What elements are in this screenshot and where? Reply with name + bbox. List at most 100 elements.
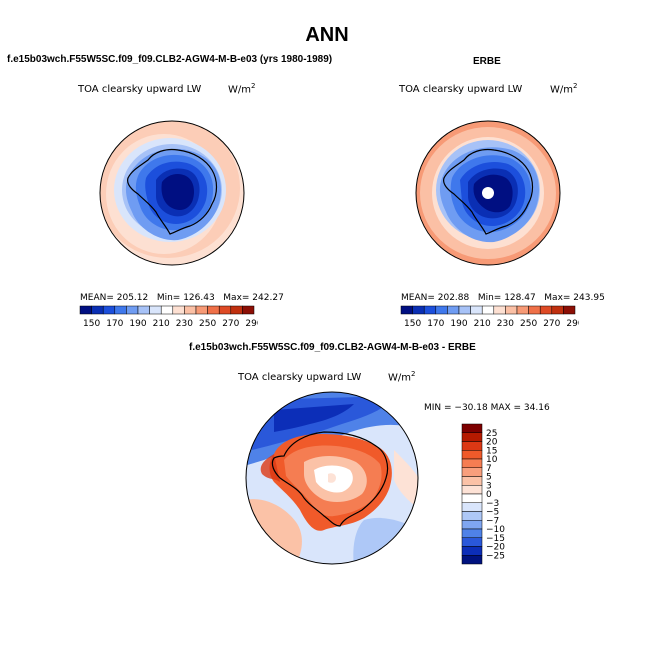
colorbar-swatch xyxy=(493,305,506,315)
colorbar-tick-label: 170 xyxy=(106,319,123,329)
obs-polar-map xyxy=(415,120,561,266)
obs-colorbar: 150 170 190 210 230 250 270 290 xyxy=(400,305,579,329)
colorbar-tick-label: −7 xyxy=(486,516,499,526)
colorbar-swatch xyxy=(505,305,518,315)
colorbar-swatch xyxy=(461,441,483,451)
colorbar-swatch xyxy=(447,305,460,315)
colorbar-tick-label: −5 xyxy=(486,508,499,518)
obs-field-label: TOA clearsky upward LW xyxy=(399,84,523,95)
colorbar-swatch xyxy=(461,511,483,521)
colorbar-swatch xyxy=(481,305,495,315)
colorbar-swatch xyxy=(563,305,576,315)
colorbar-tick-label: 150 xyxy=(83,319,100,329)
obs-mean: MEAN= 202.88 xyxy=(401,293,470,303)
obs-max: Max= 243.95 xyxy=(544,293,605,303)
colorbar-tick-label: 290 xyxy=(245,319,258,329)
obs-case-title: ERBE xyxy=(473,56,501,67)
colorbar-swatch xyxy=(242,305,255,315)
colorbar-swatch xyxy=(461,432,483,442)
colorbar-swatch xyxy=(114,305,127,315)
colorbar-swatch xyxy=(461,458,483,468)
colorbar-tick-label: 170 xyxy=(427,319,444,329)
colorbar-swatch xyxy=(91,305,104,315)
colorbar-swatch xyxy=(461,423,483,433)
colorbar-tick-label: 5 xyxy=(486,473,492,483)
colorbar-tick-label: 190 xyxy=(129,319,146,329)
colorbar-swatch xyxy=(423,305,437,315)
model-colorbar: 150 170 190 210 230 250 270 290 xyxy=(79,305,258,329)
colorbar-tick-label: −25 xyxy=(486,551,505,561)
colorbar-tick-label: 150 xyxy=(404,319,421,329)
colorbar-tick-label: 3 xyxy=(486,481,492,491)
model-max: Max= 242.27 xyxy=(223,293,284,303)
colorbar-swatch xyxy=(137,305,150,315)
colorbar-swatch xyxy=(79,305,92,315)
colorbar-swatch xyxy=(461,485,483,495)
model-stats: MEAN= 205.12 Min= 126.43 Max= 242.27 xyxy=(80,293,284,303)
colorbar-tick-label: 210 xyxy=(474,319,491,329)
colorbar-tick-label: 15 xyxy=(486,446,497,456)
colorbar-tick-label: 230 xyxy=(497,319,514,329)
colorbar-swatch xyxy=(230,305,243,315)
obs-stats: MEAN= 202.88 Min= 128.47 Max= 243.95 xyxy=(401,293,605,303)
colorbar-swatch xyxy=(516,305,529,315)
colorbar-tick-label: −15 xyxy=(486,534,505,544)
colorbar-swatch xyxy=(461,476,483,486)
colorbar-tick-label: 25 xyxy=(486,429,497,439)
diff-polar-map xyxy=(245,391,419,565)
colorbar-swatch xyxy=(207,305,220,315)
colorbar-swatch xyxy=(412,305,425,315)
colorbar-tick-label: −10 xyxy=(486,525,505,535)
colorbar-tick-label: −3 xyxy=(486,499,499,509)
model-min: Min= 126.43 xyxy=(156,293,215,303)
diff-field-label: TOA clearsky upward LW xyxy=(238,372,362,383)
colorbar-tick-label: 270 xyxy=(222,319,239,329)
colorbar-tick-label: 290 xyxy=(566,319,579,329)
colorbar-swatch xyxy=(461,546,483,556)
colorbar-swatch xyxy=(461,467,483,477)
model-polar-map xyxy=(99,120,245,266)
colorbar-tick-label: 7 xyxy=(486,464,492,474)
colorbar-swatch xyxy=(461,537,483,547)
colorbar-tick-label: −20 xyxy=(486,543,505,553)
colorbar-swatch xyxy=(102,305,116,315)
colorbar-swatch xyxy=(184,305,197,315)
colorbar-swatch xyxy=(160,305,174,315)
colorbar-swatch xyxy=(218,305,232,315)
colorbar-tick-label: 270 xyxy=(543,319,560,329)
colorbar-swatch xyxy=(461,520,483,530)
model-units-label: W/m2 xyxy=(228,82,256,96)
model-case-title: f.e15b03wch.F55W5SC.f09_f09.CLB2-AGW4-M-… xyxy=(7,54,333,65)
colorbar-swatch xyxy=(458,305,471,315)
colorbar-swatch xyxy=(551,305,564,315)
colorbar-swatch xyxy=(126,305,139,315)
obs-min: Min= 128.47 xyxy=(477,293,536,303)
colorbar-tick-label: 250 xyxy=(520,319,537,329)
colorbar-swatch xyxy=(461,528,483,538)
model-mean: MEAN= 205.12 xyxy=(80,293,149,303)
model-field-label: TOA clearsky upward LW xyxy=(78,84,202,95)
colorbar-swatch xyxy=(172,305,185,315)
colorbar-tick-label: 230 xyxy=(176,319,193,329)
colorbar-swatch xyxy=(461,555,483,565)
diff-case-title: f.e15b03wch.F55W5SC.f09_f09.CLB2-AGW4-M-… xyxy=(189,342,476,353)
colorbar-swatch xyxy=(400,305,413,315)
colorbar-swatch xyxy=(149,305,162,315)
obs-units-label: W/m2 xyxy=(550,82,578,96)
colorbar-swatch xyxy=(461,450,483,460)
diff-units-label: W/m2 xyxy=(388,370,416,384)
colorbar-tick-label: 20 xyxy=(486,438,498,448)
colorbar-swatch xyxy=(528,305,541,315)
colorbar-swatch xyxy=(470,305,483,315)
colorbar-tick-label: 10 xyxy=(486,455,498,465)
colorbar-swatch xyxy=(539,305,553,315)
colorbar-swatch xyxy=(435,305,448,315)
colorbar-swatch xyxy=(195,305,208,315)
figure-title: ANN xyxy=(305,24,349,46)
colorbar-tick-label: 190 xyxy=(450,319,467,329)
colorbar-swatch xyxy=(461,493,483,503)
colorbar-tick-label: 0 xyxy=(486,490,492,500)
diff-minmax: MIN = −30.18 MAX = 34.16 xyxy=(424,403,550,413)
colorbar-swatch xyxy=(461,502,483,512)
